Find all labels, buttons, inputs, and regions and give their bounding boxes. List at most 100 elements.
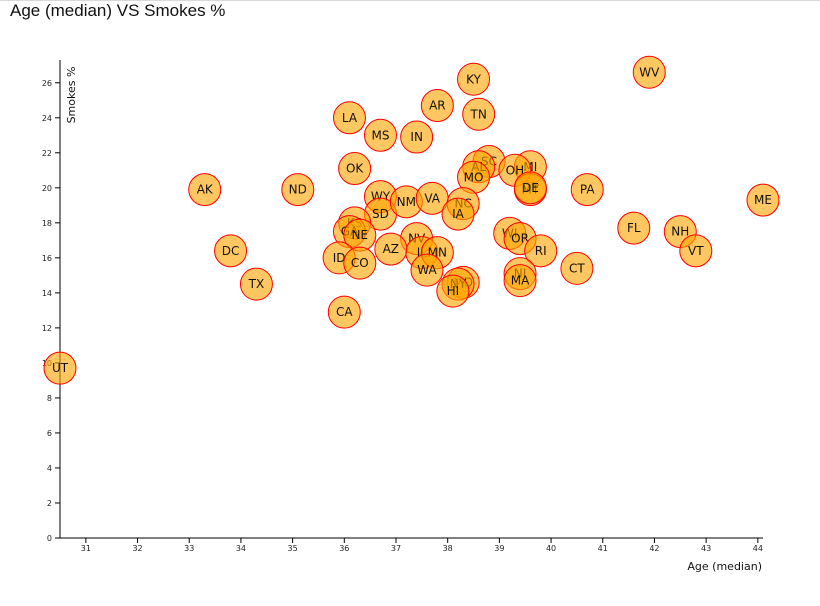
x-tick: 43: [701, 538, 711, 553]
data-point-ar[interactable]: AR: [420, 89, 454, 123]
point-label: VT: [688, 244, 704, 258]
x-tick-label: 34: [236, 544, 246, 553]
data-point-in[interactable]: IN: [400, 120, 434, 154]
data-point-la[interactable]: LA: [332, 101, 366, 135]
point-marker[interactable]: [560, 251, 594, 285]
data-point-tn[interactable]: TN: [462, 97, 496, 131]
point-marker[interactable]: [513, 171, 547, 205]
data-point-ca[interactable]: CA: [327, 295, 361, 329]
point-label: OR: [511, 232, 529, 246]
x-axis-label: Age (median): [687, 560, 762, 573]
x-tick: 36: [339, 538, 349, 553]
point-marker[interactable]: [43, 351, 77, 385]
point-marker[interactable]: [214, 234, 248, 268]
point-marker[interactable]: [327, 295, 361, 329]
point-label: MS: [371, 128, 389, 142]
data-point-fl[interactable]: FL: [617, 211, 651, 245]
x-tick: 41: [598, 538, 608, 553]
point-marker[interactable]: [281, 173, 315, 207]
y-tick: 8: [47, 394, 60, 403]
data-point-nd[interactable]: ND: [281, 173, 315, 207]
x-tick: 40: [546, 538, 556, 553]
data-point-sd[interactable]: SD: [363, 197, 397, 231]
point-marker[interactable]: [374, 232, 408, 266]
point-marker[interactable]: [332, 101, 366, 135]
data-point-de[interactable]: DE: [513, 171, 547, 205]
data-point-tx[interactable]: TX: [239, 267, 273, 301]
y-axis-label: Smokes %: [65, 67, 78, 124]
point-marker[interactable]: [679, 234, 713, 268]
point-label: CT: [569, 261, 585, 275]
y-tick: 26: [42, 79, 60, 88]
data-point-pa[interactable]: PA: [570, 173, 604, 207]
data-point-dc[interactable]: DC: [214, 234, 248, 268]
point-marker[interactable]: [462, 97, 496, 131]
data-point-vt[interactable]: VT: [679, 234, 713, 268]
point-marker[interactable]: [338, 152, 372, 186]
point-marker[interactable]: [420, 89, 454, 123]
point-marker[interactable]: [410, 253, 444, 287]
point-marker[interactable]: [570, 173, 604, 207]
data-point-ma[interactable]: MA: [503, 264, 537, 298]
y-tick: 14: [42, 289, 60, 298]
x-tick: 42: [649, 538, 660, 553]
point-label: VA: [424, 191, 440, 205]
point-marker[interactable]: [617, 211, 651, 245]
point-label: IN: [410, 130, 423, 144]
point-marker[interactable]: [188, 173, 222, 207]
data-point-ct[interactable]: CT: [560, 251, 594, 285]
point-label: AZ: [383, 242, 399, 256]
point-marker[interactable]: [457, 62, 491, 96]
point-marker[interactable]: [400, 120, 434, 154]
x-tick: 33: [184, 538, 194, 553]
point-marker[interactable]: [632, 55, 666, 89]
y-tick-label: 4: [47, 464, 52, 473]
point-marker[interactable]: [239, 267, 273, 301]
x-tick: 44: [753, 538, 763, 553]
point-label: ID: [333, 251, 346, 265]
data-point-az[interactable]: AZ: [374, 232, 408, 266]
page-title: Age (median) VS Smokes %: [10, 1, 226, 20]
point-marker[interactable]: [503, 264, 537, 298]
data-point-ky[interactable]: KY: [457, 62, 491, 96]
y-tick: 18: [42, 219, 60, 228]
point-marker[interactable]: [746, 183, 780, 217]
data-point-ms[interactable]: MS: [363, 118, 397, 152]
x-tick-label: 41: [598, 544, 608, 553]
data-point-ri[interactable]: RI: [524, 234, 558, 268]
y-tick: 24: [42, 114, 60, 123]
y-tick: 4: [47, 464, 60, 473]
data-point-me[interactable]: ME: [746, 183, 780, 217]
data-point-ak[interactable]: AK: [188, 173, 222, 207]
point-marker[interactable]: [441, 197, 475, 231]
data-point-co[interactable]: CO: [343, 246, 377, 280]
point-label: UT: [52, 361, 69, 375]
y-tick: 6: [47, 429, 60, 438]
x-tick-label: 43: [701, 544, 711, 553]
point-label: RI: [535, 244, 547, 258]
top-border: [0, 0, 820, 1]
data-point-ia[interactable]: IA: [441, 197, 475, 231]
data-point-hi[interactable]: HI: [436, 274, 470, 308]
point-label: NE: [352, 228, 369, 242]
point-label: AK: [197, 183, 214, 197]
y-tick-label: 0: [47, 534, 52, 543]
point-label: MO: [464, 170, 484, 184]
point-marker[interactable]: [524, 234, 558, 268]
point-label: LA: [342, 111, 358, 125]
data-point-va[interactable]: VA: [415, 181, 449, 215]
data-point-mo[interactable]: MO: [457, 160, 491, 194]
data-point-nm[interactable]: NM: [389, 185, 423, 219]
data-point-ok[interactable]: OK: [338, 152, 372, 186]
data-point-wa[interactable]: WA: [410, 253, 444, 287]
point-label: MA: [511, 274, 530, 288]
point-marker[interactable]: [436, 274, 470, 308]
data-point-wv[interactable]: WV: [632, 55, 666, 89]
point-label: DC: [222, 244, 240, 258]
y-tick: 0: [47, 534, 60, 543]
x-tick-label: 42: [649, 544, 659, 553]
point-marker[interactable]: [363, 118, 397, 152]
point-marker[interactable]: [343, 246, 377, 280]
data-point-ut[interactable]: UT: [43, 351, 77, 385]
